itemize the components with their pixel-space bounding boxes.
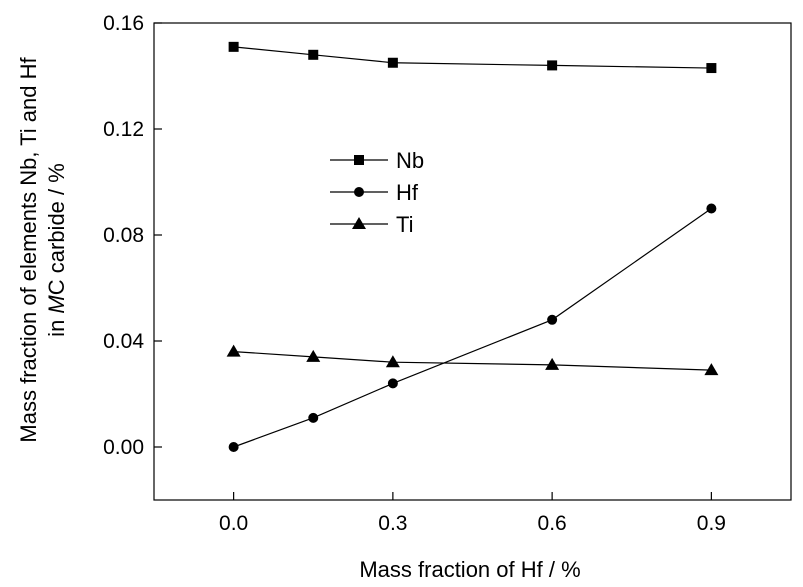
x-tick-label: 0.0 [219, 512, 248, 535]
legend-item-ti: Ti [330, 212, 414, 237]
data-point-ti [385, 355, 400, 368]
x-tick-label: 0.6 [538, 512, 567, 535]
y-axis-title-line1: Mass fraction of elements Nb, Ti and Hf [16, 57, 41, 443]
legend-item-hf: Hf [330, 180, 419, 205]
data-point-ti [704, 363, 719, 376]
series-nb-line [233, 46, 712, 69]
data-point-nb [387, 57, 398, 68]
data-point-ti [306, 349, 321, 362]
data-point-hf [387, 378, 398, 389]
x-tick-label: 0.3 [378, 512, 407, 535]
series-layer [226, 41, 719, 452]
legend-label: Ti [396, 212, 414, 237]
x-axis-title: Mass fraction of Hf / % [359, 557, 580, 582]
series-hf [228, 203, 717, 452]
y-tick-label: 0.08 [103, 224, 144, 247]
data-point-ti [226, 344, 241, 357]
data-point-nb [706, 63, 717, 74]
data-point-hf [308, 412, 319, 423]
data-point-nb [547, 60, 558, 71]
legend-marker [354, 155, 364, 165]
data-point-ti [545, 357, 560, 370]
y-tick-label: 0.00 [103, 436, 144, 459]
series-nb [228, 41, 717, 74]
legend-label: Nb [396, 148, 424, 173]
legend-item-nb: Nb [330, 148, 424, 173]
data-point-hf [706, 203, 717, 214]
legend-marker [352, 217, 366, 229]
series-hf-line [233, 208, 712, 448]
data-point-nb [308, 49, 319, 60]
y-tick-label: 0.16 [103, 12, 144, 35]
legend-marker [354, 187, 364, 197]
x-tick-label: 0.9 [697, 512, 726, 535]
data-point-nb [228, 41, 239, 52]
y-tick-label: 0.04 [103, 330, 144, 353]
plot-frame [153, 22, 792, 501]
series-ti [226, 344, 719, 376]
data-point-hf [228, 442, 239, 452]
series-ti-line [233, 351, 712, 371]
axis-ticks: 0.0 0.3 0.6 0.9 0.00 0.04 0.08 0.12 0.16 [103, 12, 726, 535]
data-point-hf [547, 314, 558, 325]
y-axis-title-line2: in MC carbide / % [44, 163, 69, 337]
legend-label: Hf [396, 180, 419, 205]
legend: Nb Hf Ti [330, 148, 424, 237]
y-tick-label: 0.12 [103, 118, 144, 141]
